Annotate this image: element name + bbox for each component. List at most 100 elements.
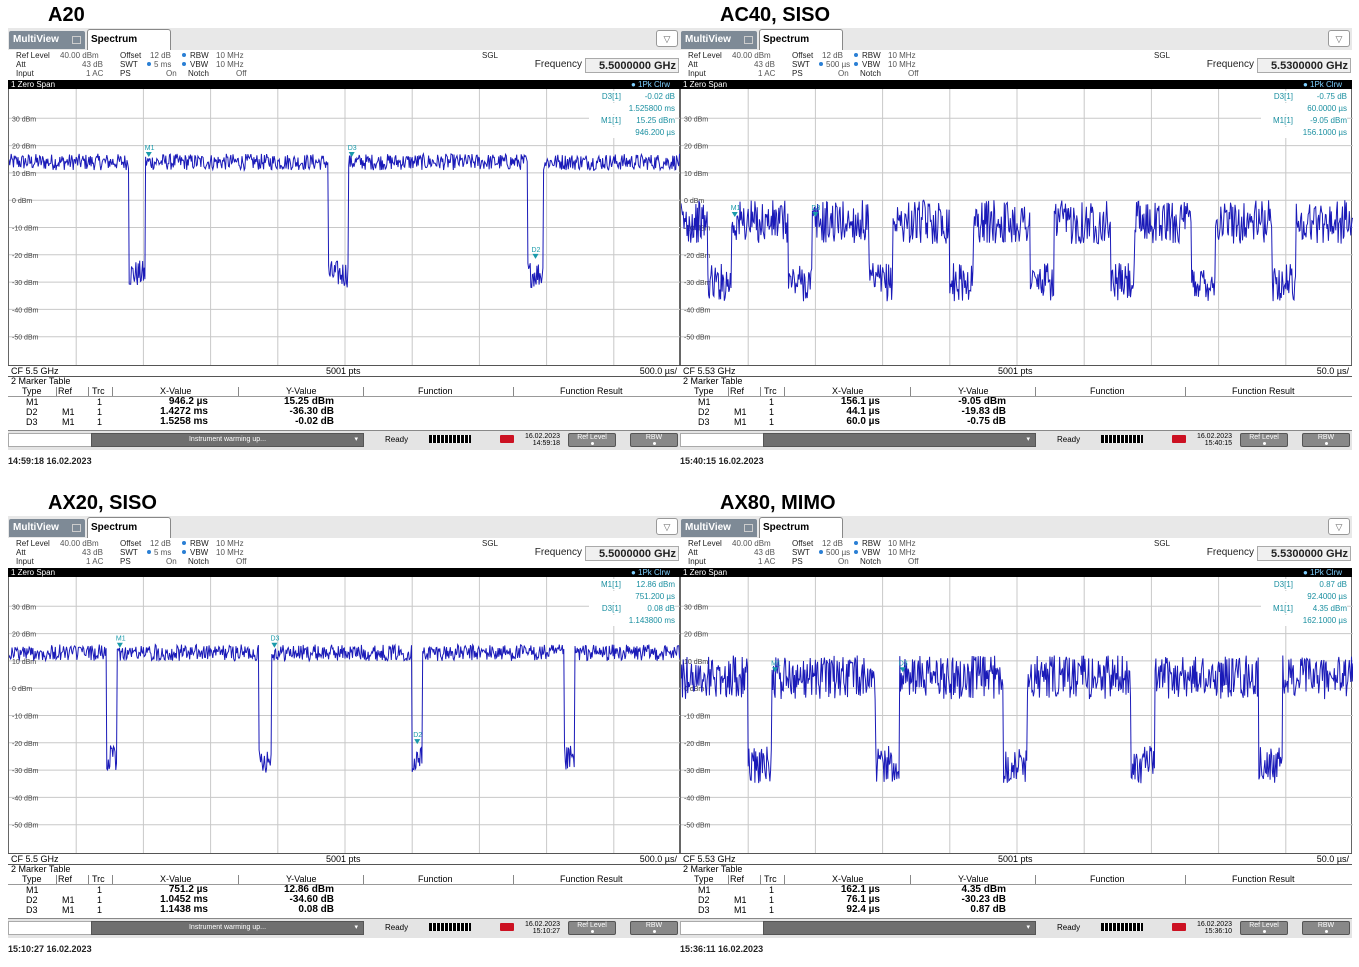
chart-header: 1 Zero Span ● 1Pk Clrw <box>8 568 680 577</box>
y-tick-label: 20 dBm <box>12 144 36 151</box>
status-message-field[interactable]: Instrument warming up... ▾ <box>91 433 364 447</box>
frequency-field[interactable]: 5.5000000 GHz <box>585 546 679 561</box>
status-input-box[interactable] <box>680 921 766 935</box>
marker-triangle-icon <box>271 642 278 648</box>
status-dot-icon <box>182 53 186 57</box>
marker-label: M1 <box>731 205 741 212</box>
marker-x-value: 92.4 µs <box>846 904 880 915</box>
rbw-button[interactable]: RBW <box>630 433 678 447</box>
tab-dropdown-button[interactable]: ▽ <box>1328 518 1350 535</box>
param-ps-lbl: PS <box>120 557 131 566</box>
marker-info-value: 946.200 µs <box>635 128 675 137</box>
marker-ref: M1 <box>734 905 747 915</box>
y-tick-label: 20 dBm <box>684 632 708 639</box>
marker-info-row: M1[1] -9.05 dBm <box>1261 115 1347 126</box>
hardware-status-icon <box>500 923 514 931</box>
marker-info-value: 1.525800 ms <box>628 104 675 113</box>
y-tick-label: -10 dBm <box>12 226 39 233</box>
marker-label: D3 <box>270 636 279 643</box>
chart-header-right: ● 1Pk Clrw <box>630 80 670 89</box>
rbw-button[interactable]: RBW <box>1302 433 1350 447</box>
param-ref-level-lbl: Ref Level <box>688 51 722 60</box>
tab-multiview-label: MultiView <box>13 34 59 45</box>
marker-table-column-header: Trc <box>764 874 777 884</box>
status-dot-icon <box>147 550 151 554</box>
capture-timestamp: 15:40:15 16.02.2023 <box>680 456 764 466</box>
tab-multiview[interactable]: MultiView <box>681 519 757 537</box>
status-input-box[interactable] <box>680 433 766 447</box>
sweep-points: 5001 pts <box>326 366 361 376</box>
marker-ref: M1 <box>62 905 75 915</box>
rbw-button[interactable]: RBW <box>630 921 678 935</box>
y-tick-label: 0 dBm <box>12 198 32 205</box>
analyzer-panel: AX20, SISO MultiView Spectrum ▽ Ref Level 40.… <box>8 492 681 967</box>
status-time: 15:36:10 <box>1204 928 1232 935</box>
multiview-grid-icon <box>744 36 753 44</box>
tab-multiview-label: MultiView <box>685 522 731 533</box>
marker-x-value: 60.0 µs <box>846 416 880 427</box>
param-ref-level: 40.00 dBm <box>732 51 771 60</box>
ref-level-button[interactable]: Ref Level <box>568 921 616 935</box>
marker-info-row: D3[1] -0.75 dB <box>1261 91 1347 102</box>
tab-multiview[interactable]: MultiView <box>9 519 85 537</box>
status-message-field[interactable]: ▾ <box>763 921 1036 935</box>
y-tick-label: -50 dBm <box>12 823 39 830</box>
param-offset-lbl: Offset <box>792 51 814 60</box>
marker-ref: M1 <box>734 417 747 427</box>
y-tick-label: -50 dBm <box>684 823 711 830</box>
tab-spectrum[interactable]: Spectrum <box>759 29 843 50</box>
status-input-box[interactable] <box>8 921 94 935</box>
frequency-field[interactable]: 5.5300000 GHz <box>1257 546 1351 561</box>
marker-table: Type Ref Trc X-Value Y-Value Function Function… <box>680 386 1352 428</box>
progress-indicator <box>429 435 471 443</box>
frequency-field[interactable]: 5.5300000 GHz <box>1257 58 1351 73</box>
marker-type: M1 <box>26 397 39 407</box>
ref-level-button[interactable]: Ref Level <box>568 433 616 447</box>
marker-table-column-header: Function Result <box>1232 874 1295 884</box>
column-separator <box>760 875 761 884</box>
ref-level-button[interactable]: Ref Level <box>1240 921 1288 935</box>
param-vbw: 10 MHz <box>216 548 244 557</box>
marker-ref: M1 <box>734 895 747 905</box>
marker-info-row: 60.0000 µs <box>1261 103 1347 114</box>
status-message-field[interactable]: Instrument warming up... ▾ <box>91 921 364 935</box>
param-rbw: 10 MHz <box>216 539 244 548</box>
marker-table-row: M1 1 162.1 µs 4.35 dBm <box>680 885 1352 896</box>
marker-info-name: M1[1] <box>1272 604 1293 613</box>
param-notch: Off <box>908 69 919 78</box>
param-notch-lbl: Notch <box>188 557 209 566</box>
frequency-field[interactable]: 5.5000000 GHz <box>585 58 679 73</box>
rbw-button[interactable]: RBW <box>1302 921 1350 935</box>
ref-level-button[interactable]: Ref Level <box>1240 433 1288 447</box>
tab-dropdown-button[interactable]: ▽ <box>1328 30 1350 47</box>
status-message-field[interactable]: ▾ <box>763 433 1036 447</box>
tab-spectrum[interactable]: Spectrum <box>87 517 171 538</box>
marker-x-value: 1.5258 ms <box>160 416 208 427</box>
param-ref-level-lbl: Ref Level <box>16 539 50 548</box>
status-date: 16.02.2023 <box>1196 921 1232 928</box>
marker-triangle-icon <box>348 151 355 157</box>
y-tick-label: -50 dBm <box>684 335 711 342</box>
y-tick-label: -20 dBm <box>12 741 39 748</box>
marker-table-column-header: X-Value <box>832 874 864 884</box>
marker-trace: 1 <box>769 417 775 427</box>
marker-info-row: 162.1000 µs <box>1261 615 1347 626</box>
marker-table-column-header: Trc <box>764 386 777 396</box>
tab-spectrum[interactable]: Spectrum <box>759 517 843 538</box>
param-notch-lbl: Notch <box>860 69 881 78</box>
tab-multiview[interactable]: MultiView <box>681 31 757 49</box>
marker-triangle-icon <box>414 739 421 745</box>
marker-table-row: D2 M1 1 76.1 µs -30.23 dB <box>680 894 1352 906</box>
y-tick-label: 10 dBm <box>12 659 36 666</box>
tab-dropdown-button[interactable]: ▽ <box>656 518 678 535</box>
panel-title: AC40, SISO <box>720 4 831 26</box>
marker-x-value: 76.1 µs <box>846 894 880 905</box>
marker-type: D2 <box>26 407 38 417</box>
tab-multiview[interactable]: MultiView <box>9 31 85 49</box>
column-separator <box>88 387 89 396</box>
tab-spectrum[interactable]: Spectrum <box>87 29 171 50</box>
status-input-box[interactable] <box>8 433 94 447</box>
progress-indicator <box>429 923 471 931</box>
tab-dropdown-button[interactable]: ▽ <box>656 30 678 47</box>
